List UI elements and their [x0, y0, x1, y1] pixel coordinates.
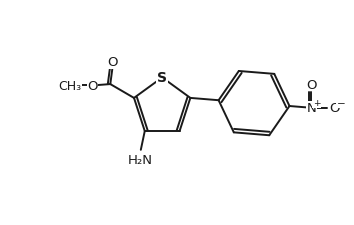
Text: H₂N: H₂N: [127, 153, 152, 166]
Text: N: N: [306, 102, 316, 115]
Text: CH₃: CH₃: [58, 79, 81, 92]
Text: +: +: [313, 99, 320, 108]
Text: −: −: [336, 98, 345, 108]
Text: O: O: [87, 79, 98, 92]
Text: O: O: [107, 56, 118, 69]
Text: O: O: [306, 78, 316, 91]
Text: O: O: [330, 102, 340, 115]
Text: S: S: [157, 71, 167, 85]
